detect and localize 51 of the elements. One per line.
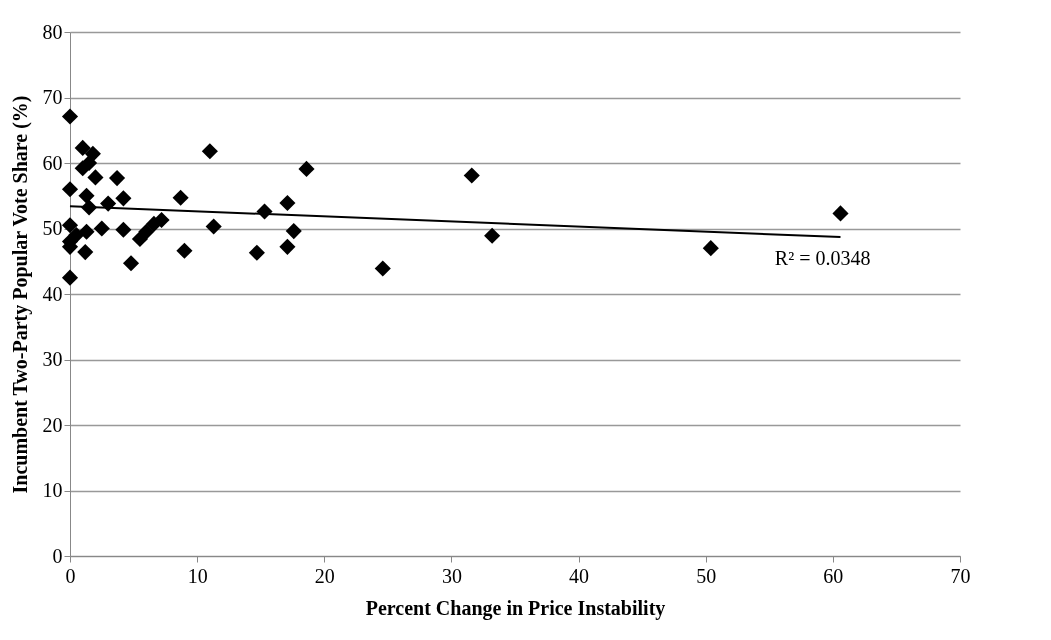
x-axis-title: Percent Change in Price Instability [365, 596, 666, 620]
y-tick-label: 80 [42, 20, 63, 43]
point [153, 211, 170, 229]
point [285, 223, 302, 240]
point [702, 240, 719, 257]
point [279, 194, 296, 212]
point [61, 269, 79, 286]
point [77, 244, 94, 261]
y-tick-label: 30 [42, 348, 63, 370]
y-tick-label: 20 [42, 413, 63, 436]
x-tick-label: 60 [823, 564, 844, 587]
point [176, 242, 193, 259]
point [172, 189, 189, 206]
point [138, 223, 155, 240]
y-tick-label: 10 [42, 479, 63, 501]
point [61, 181, 79, 198]
y-tick-label: 50 [42, 217, 63, 239]
point [115, 221, 132, 238]
point [61, 217, 79, 234]
point [115, 190, 132, 207]
point [374, 260, 391, 277]
point [463, 167, 480, 184]
point [87, 169, 104, 186]
point [256, 203, 273, 220]
point [201, 143, 218, 160]
y-tick-label: 40 [42, 282, 63, 305]
y-axis-title: Incumbent Two-Party Popular Vote Share (%) [8, 95, 32, 494]
point [298, 160, 315, 177]
annotation: R² = 0.0348 [774, 247, 871, 270]
point [832, 205, 849, 222]
point [78, 223, 95, 240]
x-tick-label: 20 [314, 564, 335, 587]
x-tick-label: 10 [187, 564, 208, 587]
x-tick-label: 70 [950, 564, 971, 587]
point [78, 187, 95, 204]
y-tick-label: 70 [42, 86, 63, 108]
x-tick-label: 40 [569, 564, 590, 587]
point [81, 154, 98, 172]
point [279, 238, 296, 255]
point [122, 255, 140, 272]
x-tick-label: 30 [441, 564, 462, 587]
point [61, 108, 79, 125]
x-tick-label: 50 [696, 564, 717, 587]
point [74, 139, 91, 156]
point [484, 227, 501, 244]
point [205, 218, 222, 235]
point [108, 170, 126, 187]
point [248, 244, 265, 261]
point [93, 220, 110, 237]
y-tick-label: 60 [42, 151, 63, 174]
y-tick-label: 0 [52, 544, 63, 567]
